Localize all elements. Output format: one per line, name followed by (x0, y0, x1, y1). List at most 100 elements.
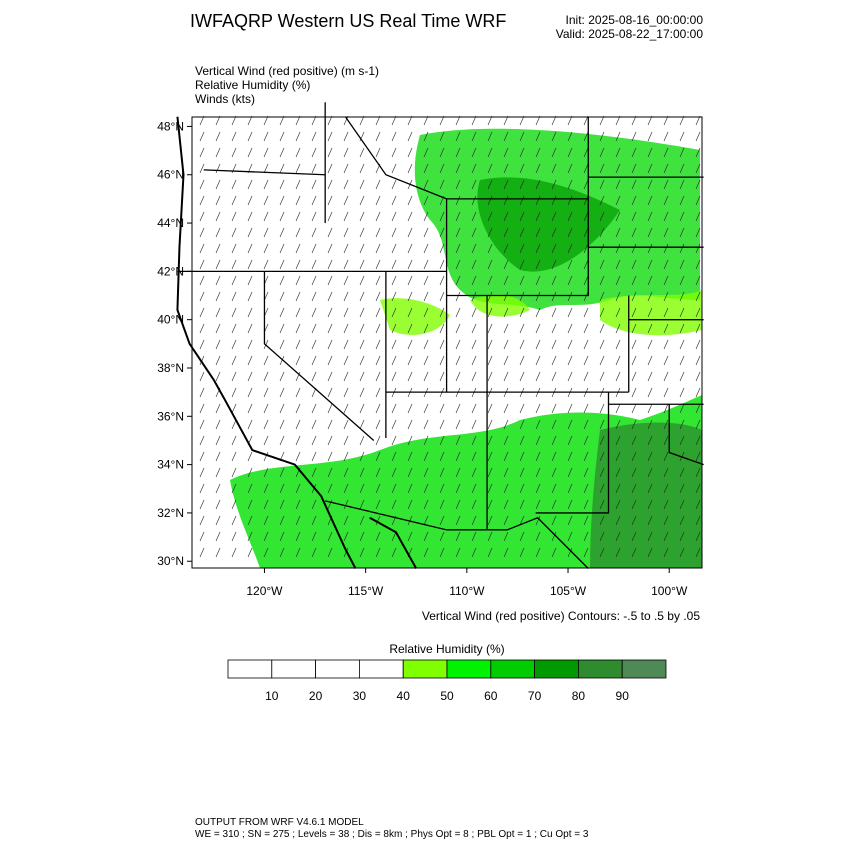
wind-barb (215, 339, 221, 350)
wind-barb (551, 499, 557, 510)
wind-barb (535, 275, 541, 286)
wind-barb (647, 163, 653, 174)
wind-barb (519, 339, 525, 350)
wind-barb (535, 291, 541, 302)
wind-barb (551, 547, 557, 558)
wind-barb (647, 147, 653, 158)
valid-time: Valid: 2025-08-22_17:00:00 (556, 27, 704, 41)
wind-barb (471, 419, 477, 430)
wind-barb (327, 291, 333, 302)
wind-barb (295, 515, 301, 526)
wind-barb (583, 291, 589, 302)
wind-barb (391, 339, 397, 350)
wind-barb (471, 547, 477, 558)
wind-barb (679, 387, 685, 398)
wind-barb (599, 243, 605, 254)
wind-barb (551, 243, 557, 254)
wind-barb (647, 451, 653, 462)
wind-barb (343, 275, 349, 286)
wind-barb (455, 403, 461, 414)
wind-barb (327, 323, 333, 334)
wind-barb (663, 387, 669, 398)
field-label: Vertical Wind (red positive) (m s-1) (195, 64, 379, 78)
wind-barb (567, 179, 573, 190)
wind-barb (311, 259, 317, 270)
wind-barb (343, 371, 349, 382)
wind-barb (215, 211, 221, 222)
wind-barb (231, 179, 237, 190)
wind-barb (375, 451, 381, 462)
colorbar-tick-label: 40 (397, 689, 411, 703)
wind-barb (359, 307, 365, 318)
wind-barb (407, 403, 413, 414)
wind-barb (695, 307, 701, 318)
wind-barb (263, 531, 269, 542)
wind-barb (471, 147, 477, 158)
wind-barb (551, 211, 557, 222)
wind-barb (423, 355, 429, 366)
field-label: Winds (kts) (195, 92, 255, 106)
wind-barb (247, 323, 253, 334)
wind-barb (423, 163, 429, 174)
wind-barb (455, 531, 461, 542)
wind-barb (599, 227, 605, 238)
wind-barb (375, 531, 381, 542)
wind-barb (295, 195, 301, 206)
wind-barb (471, 307, 477, 318)
wind-barb (599, 403, 605, 414)
wind-barb (695, 387, 701, 398)
wind-barb (519, 355, 525, 366)
wind-barb (359, 451, 365, 462)
wind-barb (679, 547, 685, 558)
wind-barb (375, 499, 381, 510)
wind-barb (663, 259, 669, 270)
wind-barb (615, 467, 621, 478)
wind-barb (215, 307, 221, 318)
wind-barb (567, 291, 573, 302)
wind-barb (583, 323, 589, 334)
wind-barb (375, 419, 381, 430)
wind-barb (519, 323, 525, 334)
wind-barb (487, 451, 493, 462)
wind-barb (695, 451, 701, 462)
footer-line: WE = 310 ; SN = 275 ; Levels = 38 ; Dis … (195, 829, 589, 840)
wind-barb (279, 195, 285, 206)
wind-barb (215, 483, 221, 494)
wind-barb (423, 499, 429, 510)
wind-barb (487, 243, 493, 254)
wind-barb (199, 291, 205, 302)
wind-barb (423, 451, 429, 462)
wind-barb (455, 371, 461, 382)
wind-barb (359, 291, 365, 302)
wind-barb (487, 131, 493, 142)
wind-barb (487, 195, 493, 206)
wind-barb (215, 355, 221, 366)
wind-barb (279, 227, 285, 238)
wind-barb (295, 547, 301, 558)
title: IWFAQRP Western US Real Time WRF (190, 11, 506, 31)
wind-barb (519, 259, 525, 270)
wind-barb (215, 179, 221, 190)
wind-barb (311, 371, 317, 382)
wind-barb (247, 467, 253, 478)
wind-barb (423, 371, 429, 382)
wind-barb (631, 515, 637, 526)
wind-barb (199, 339, 205, 350)
wind-barb (631, 435, 637, 446)
wind-barb (551, 131, 557, 142)
wind-barb (535, 243, 541, 254)
wind-barb (215, 291, 221, 302)
wind-barb (647, 547, 653, 558)
wind-barb (247, 547, 253, 558)
wind-barb (263, 419, 269, 430)
wind-barb (359, 467, 365, 478)
wind-barb (519, 403, 525, 414)
wind-barb (295, 403, 301, 414)
wind-barb (567, 131, 573, 142)
wind-barb (279, 275, 285, 286)
wind-barb (391, 467, 397, 478)
wind-barb (391, 307, 397, 318)
wind-barb (343, 147, 349, 158)
wind-barb (279, 435, 285, 446)
wind-barb (375, 387, 381, 398)
